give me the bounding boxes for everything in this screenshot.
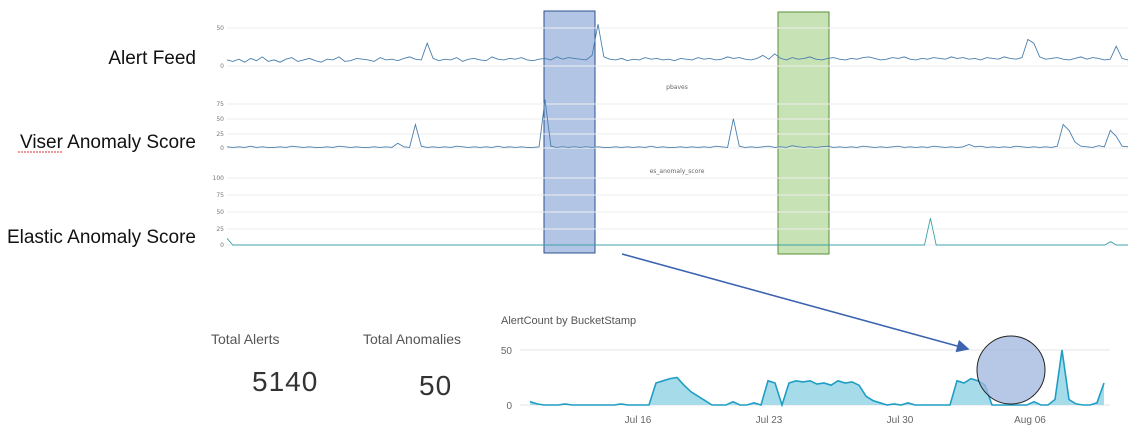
row-label-viser: Viser Anomaly Score — [20, 132, 196, 153]
alert-feed-series — [226, 24, 1129, 63]
alert-feed-chart: 50 0 — [216, 24, 1129, 70]
elastic-tick: 100 — [213, 175, 225, 182]
alert-feed-tick: 50 — [216, 25, 224, 32]
kpi-label-total-anomalies: Total Anomalies — [363, 331, 462, 347]
green-highlight-box — [777, 11, 830, 255]
blue-highlight-box — [543, 10, 596, 254]
elastic-chart: es_anomaly_score 100 75 50 25 0 — [213, 168, 1128, 249]
elastic-chart-title: es_anomaly_score — [650, 168, 705, 175]
viser-tick: 75 — [216, 101, 224, 108]
elastic-tick: 0 — [220, 242, 224, 249]
kpi-value-total-anomalies: 50 — [419, 370, 453, 401]
elastic-tick: 25 — [216, 226, 224, 233]
area-y-tick: 0 — [506, 401, 512, 412]
row-label-alert-feed: Alert Feed — [108, 48, 196, 69]
row-label-elastic: Elastic Anomaly Score — [7, 227, 196, 248]
alertcount-line — [529, 349, 1105, 408]
elastic-tick: 50 — [216, 209, 224, 216]
alert-feed-tick: 0 — [220, 63, 224, 70]
elastic-series — [226, 218, 1128, 246]
area-y-tick: 50 — [501, 346, 513, 357]
kpi-value-total-alerts: 5140 — [252, 366, 319, 397]
connector-arrow — [621, 253, 970, 353]
area-x-tick: Jul 16 — [625, 415, 652, 426]
area-x-tick: Jul 23 — [756, 415, 783, 426]
anomaly-circle — [976, 335, 1046, 405]
viser-chart: pbaves 75 50 25 0 — [216, 84, 1129, 152]
alertcount-chart-title: AlertCount by BucketStamp — [501, 315, 637, 327]
viser-tick: 0 — [220, 145, 224, 152]
kpi-label-total-alerts: Total Alerts — [211, 331, 280, 347]
elastic-tick: 75 — [216, 192, 224, 199]
area-x-tick: Aug 06 — [1014, 415, 1046, 426]
viser-tick: 50 — [216, 116, 224, 123]
alertcount-area — [530, 350, 1104, 405]
viser-tick: 25 — [216, 131, 224, 138]
viser-series — [226, 99, 1129, 148]
viser-chart-title: pbaves — [666, 84, 688, 91]
area-x-tick: Jul 30 — [887, 415, 914, 426]
